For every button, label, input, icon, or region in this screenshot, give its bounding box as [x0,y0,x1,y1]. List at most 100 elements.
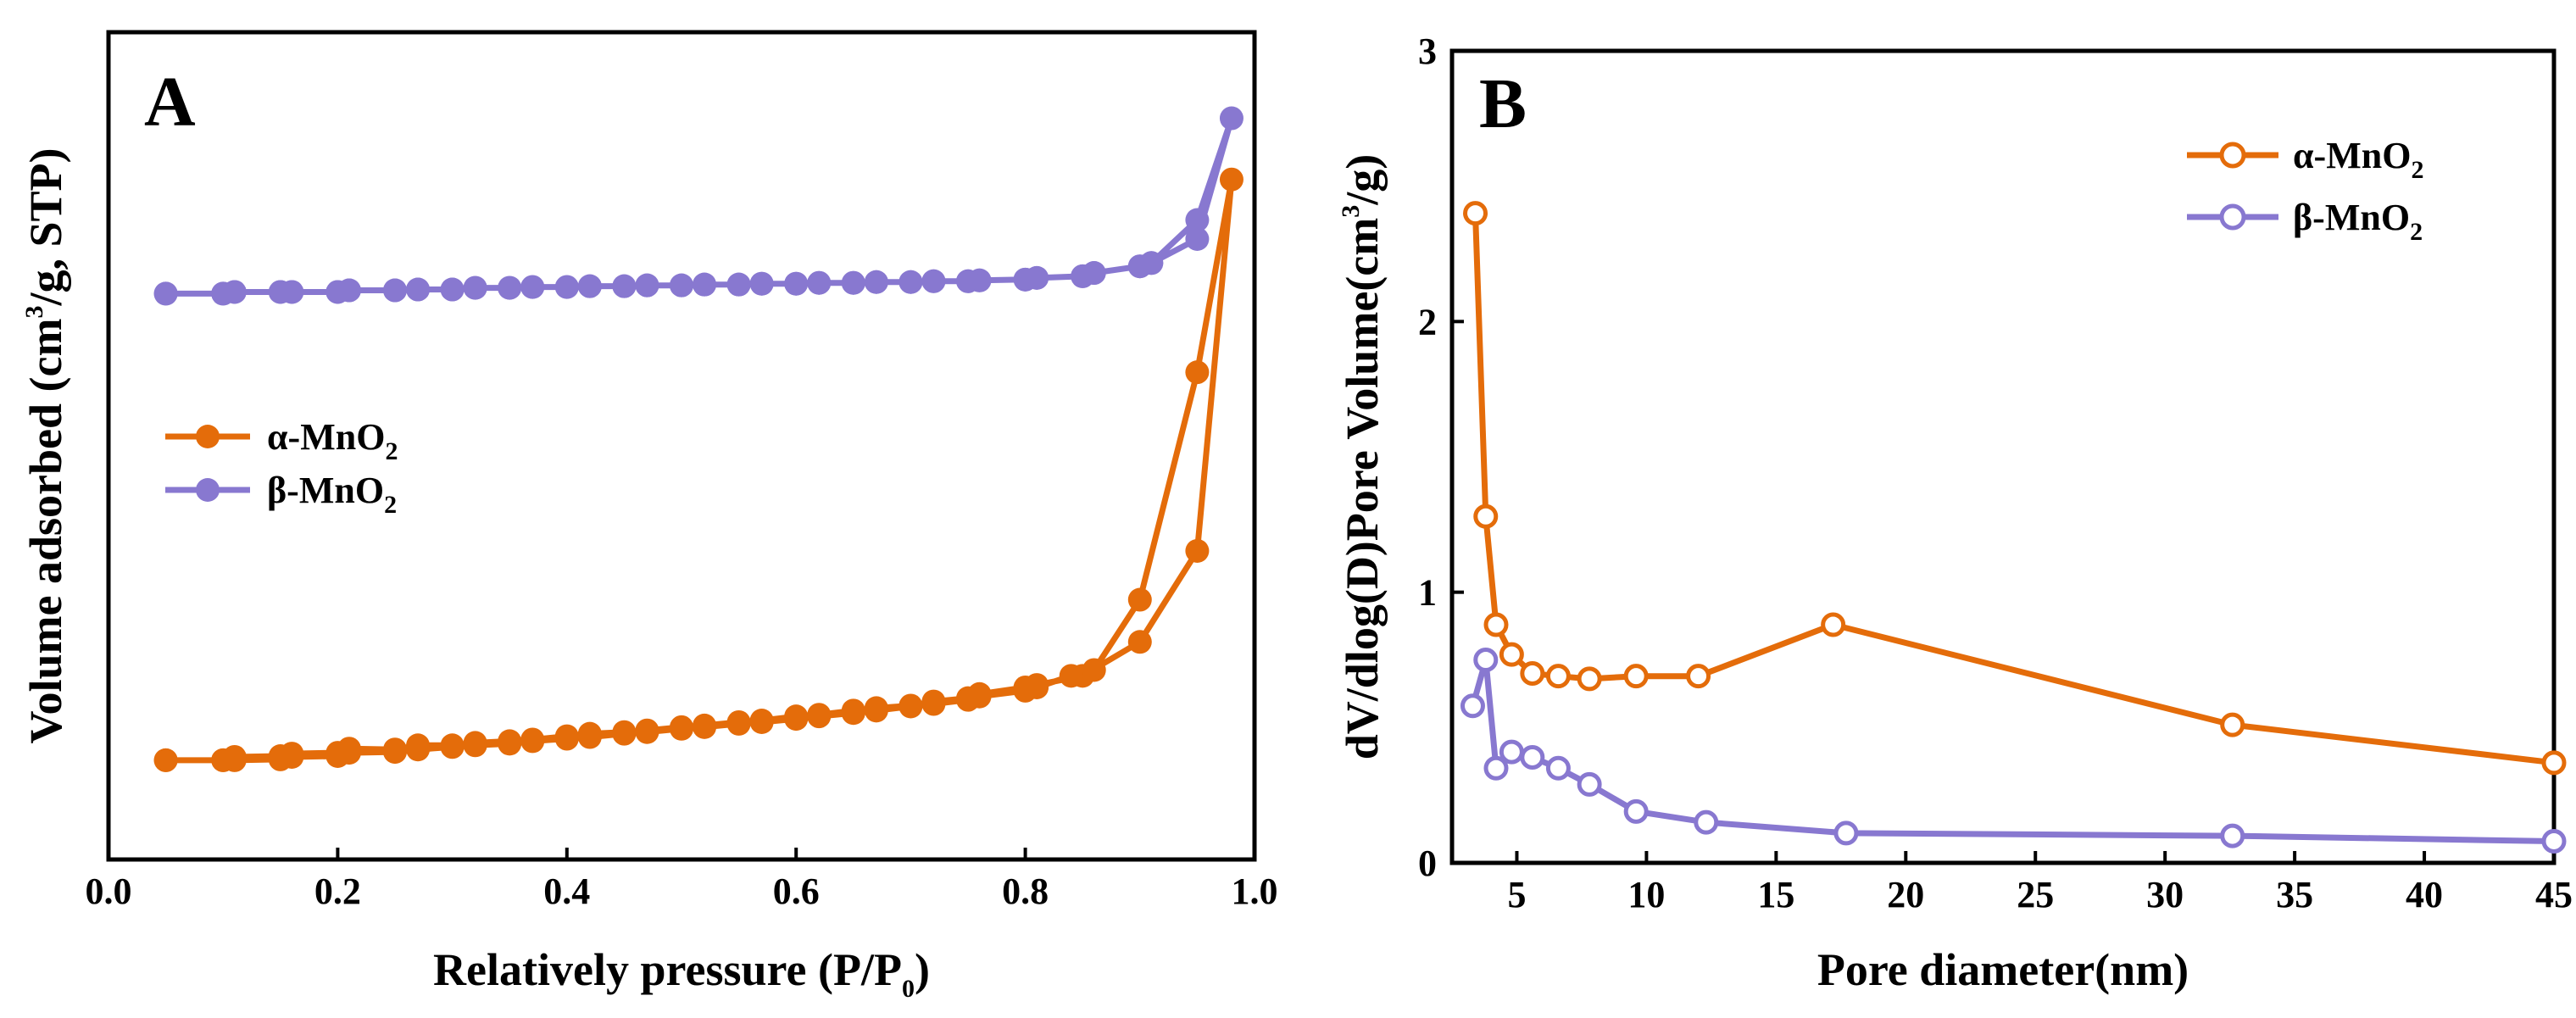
panel-a-legend: α-MnO2 β-MnO2 [165,416,398,519]
data-point [2220,712,2245,737]
data-point [1520,744,1545,770]
x-tick-label: 10 [1627,874,1665,915]
data-point [463,275,487,300]
data-point [784,707,809,732]
data-point [1577,666,1602,692]
data-point [153,281,178,306]
legend-a-entry-beta: β-MnO2 [165,470,397,519]
data-point [670,273,693,298]
panel-a-series [153,106,1243,772]
panel-b-legend: α-MnO2 β-MnO2 [2187,135,2423,246]
data-point [1499,739,1524,765]
x-tick-label: 0.2 [314,871,361,912]
x-tick-label: 0.6 [773,871,820,912]
data-point [635,273,659,298]
data-point [1545,664,1571,689]
x-tick-label: 30 [2146,874,2184,915]
data-point [726,272,751,297]
data-point [612,721,637,746]
legend-b-alpha-marker [2219,142,2246,169]
legend-a-beta-marker [196,478,220,502]
panel-a-letter: A [144,63,196,142]
data-point [577,725,602,749]
data-point [325,744,350,768]
x-tick-label: 45 [2535,874,2573,915]
series-beta [153,106,1243,306]
data-point [1219,167,1243,192]
series-beta [1460,648,2567,854]
data-point [635,720,659,744]
data-point [520,275,545,299]
data-point [749,709,774,734]
data-point [864,270,888,294]
series-line [1470,657,2555,844]
x-tick-label: 20 [1887,874,1924,915]
x-tick-label: 5 [1507,874,1526,915]
x-tick-label: 25 [2017,874,2054,915]
data-point [1623,664,1649,689]
legend-b-beta-marker [2219,203,2246,231]
data-point [1127,587,1152,612]
legend-a-entry-alpha: α-MnO2 [165,416,398,465]
data-point [1545,755,1571,781]
panel-b-x-ticks: 5 10 15 20 25 30 35 40 45 [1507,851,2573,915]
data-point [1473,503,1499,529]
data-point [268,747,292,771]
data-point [2220,823,2245,848]
data-point [211,281,236,306]
legend-a-beta-label: β-MnO2 [267,470,397,519]
data-point [899,270,923,294]
panel-a-x-ticks: 0.0 0.2 0.4 0.6 0.8 1.0 [86,848,1278,912]
legend-b-alpha-label: α-MnO2 [2293,135,2423,184]
panel-a-y-axis-label: Volume adsorbed (cm3/g, STP) [20,147,71,743]
data-point [693,715,717,739]
legend-b-entry-alpha: α-MnO2 [2187,135,2423,184]
data-point [383,740,407,765]
x-tick-label: 0.4 [543,871,590,912]
data-point [463,733,487,758]
y-tick-label: 0 [1418,843,1437,884]
x-tick-label: 0.0 [86,871,132,912]
x-tick-label: 1.0 [1232,871,1278,912]
panel-b-series [1460,201,2567,854]
data-point [2541,828,2567,854]
panel-a-chart: A 0.0 0.2 0.4 0.6 0.8 1.0 α-MnO2 β-MnO2 Relat… [20,30,1278,1003]
data-point [1460,693,1485,719]
data-point [841,270,865,295]
data-point [956,269,980,293]
data-point [612,274,637,298]
data-point [1059,664,1083,688]
data-point [1082,658,1106,682]
data-point [784,271,809,296]
legend-b-entry-beta: β-MnO2 [2187,197,2423,246]
data-point [2541,750,2567,776]
data-point [899,694,923,719]
data-point [440,277,465,302]
data-point [1483,612,1509,637]
data-point [440,735,465,759]
data-point [841,701,865,726]
data-point [1127,254,1152,279]
x-tick-label: 35 [2276,874,2313,915]
data-point [1071,264,1095,288]
data-point [921,692,946,716]
data-point [406,277,431,302]
series-alpha [153,167,1243,772]
data-point [211,748,236,772]
panel-b-y-ticks: 0 1 2 3 [1418,31,1464,884]
data-point [1013,267,1038,292]
data-point [1185,538,1210,563]
y-tick-label: 3 [1418,31,1437,72]
data-point [520,729,545,754]
data-point [1185,227,1210,251]
data-point [956,687,980,712]
data-point [1499,642,1524,667]
data-point [498,732,522,756]
panel-b-letter: B [1479,64,1527,143]
y-tick-label: 2 [1418,301,1437,342]
series-alpha [1463,201,2567,776]
data-point [1577,771,1602,797]
data-point [1833,821,1859,846]
data-point [406,737,431,762]
